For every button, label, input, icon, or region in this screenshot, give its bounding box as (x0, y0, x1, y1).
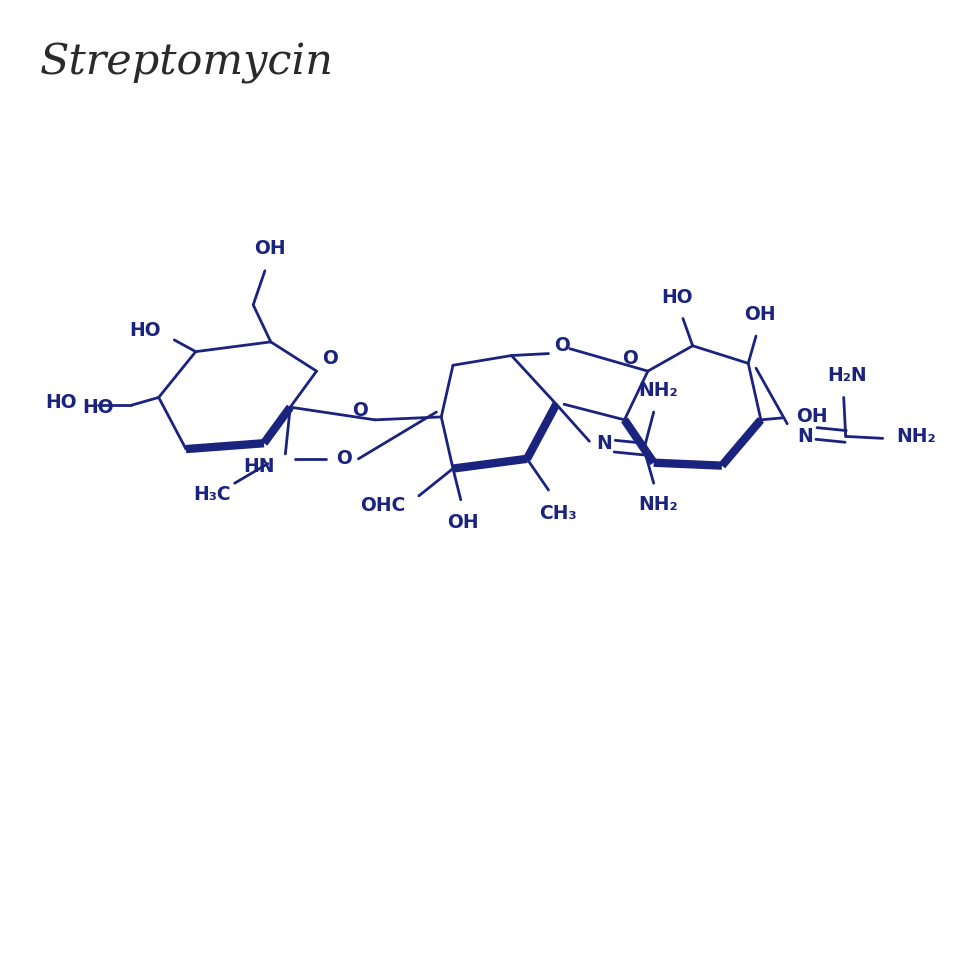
Text: OH: OH (796, 408, 827, 426)
Text: O: O (554, 336, 570, 356)
Text: CH₃: CH₃ (539, 504, 577, 523)
Text: HN: HN (243, 457, 274, 476)
Text: NH₂: NH₂ (896, 427, 936, 446)
Text: NH₂: NH₂ (638, 381, 677, 400)
Text: O: O (336, 449, 352, 468)
Text: H₃C: H₃C (193, 485, 231, 505)
Text: NH₂: NH₂ (638, 495, 677, 514)
Text: OH: OH (447, 513, 478, 532)
Text: Streptomycin: Streptomycin (40, 42, 334, 83)
Text: H₂N: H₂N (827, 367, 866, 385)
Text: N: N (797, 427, 812, 446)
Text: HO: HO (45, 393, 77, 412)
Text: OH: OH (744, 305, 776, 324)
Text: N: N (596, 434, 612, 453)
Text: HO: HO (662, 287, 693, 307)
Text: OHC: OHC (360, 496, 406, 515)
Text: HO: HO (82, 398, 114, 416)
Text: O: O (622, 349, 638, 368)
Text: O: O (322, 349, 338, 368)
Text: O: O (353, 401, 368, 419)
Text: HO: HO (129, 320, 161, 340)
Text: OH: OH (254, 239, 285, 258)
